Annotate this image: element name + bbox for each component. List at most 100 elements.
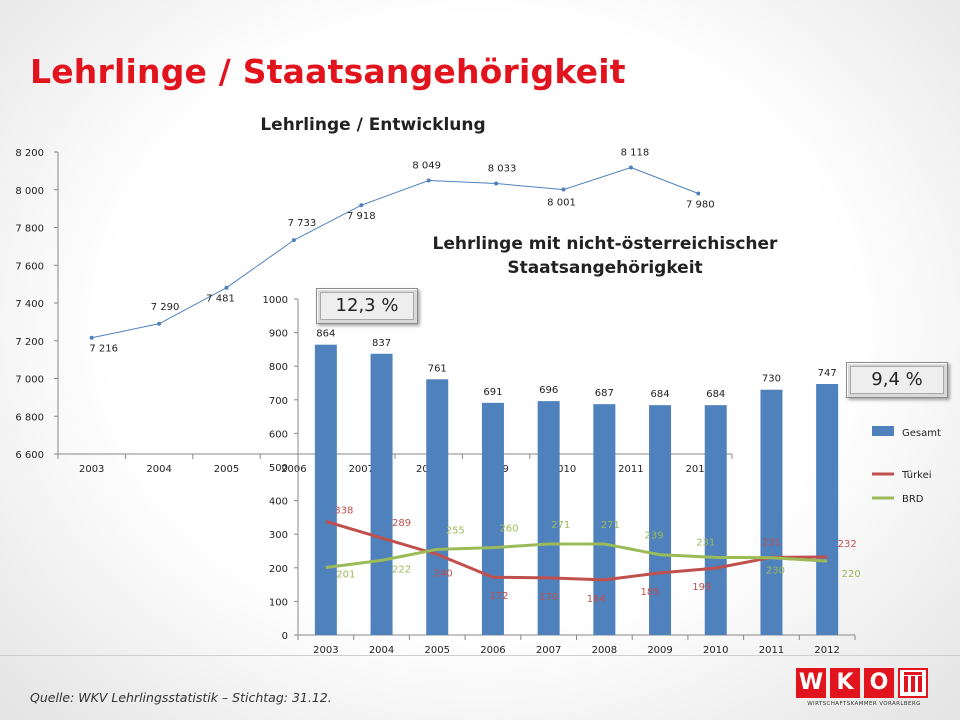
bar-chart-y-tick-label: 400 xyxy=(269,497,288,508)
source-note: Quelle: WKV Lehrlingsstatistik – Stichta… xyxy=(30,690,332,705)
line-chart-point xyxy=(224,285,229,290)
callout-right: 9,4 % xyxy=(846,362,948,398)
brd-data-label: 222 xyxy=(392,564,411,575)
line-chart-y-tick-label: 7 400 xyxy=(15,299,44,310)
callout-left-value: 12,3 % xyxy=(320,292,414,320)
bar-chart-x-tick-label: 2007 xyxy=(536,645,561,656)
line-chart-point xyxy=(561,187,566,192)
bar-data-label: 761 xyxy=(428,363,447,374)
bar-chart-x-tick-label: 2010 xyxy=(703,645,728,656)
brd-data-label: 231 xyxy=(696,537,715,548)
bar-chart-y-tick-label: 900 xyxy=(269,329,288,340)
logo-coat-of-arms-icon xyxy=(898,668,928,698)
tuerkei-data-label: 164 xyxy=(587,594,606,605)
bar-gesamt xyxy=(649,405,672,635)
page-title: Lehrlinge / Staatsangehörigkeit xyxy=(30,52,626,91)
legend-label-brd: BRD xyxy=(902,494,924,505)
bar-data-label: 691 xyxy=(483,387,502,398)
bar-chart-x-tick-label: 2012 xyxy=(814,645,839,656)
brd-data-label: 271 xyxy=(551,520,570,531)
tuerkei-data-label: 172 xyxy=(489,591,508,602)
bar-gesamt xyxy=(704,405,727,635)
logo-letter-w: W xyxy=(796,668,826,698)
brd-data-label: 201 xyxy=(336,569,355,580)
bar-data-label: 837 xyxy=(372,338,391,349)
bar-data-label: 684 xyxy=(651,389,670,400)
bar-chart-y-tick-label: 500 xyxy=(269,463,288,474)
tuerkei-data-label: 338 xyxy=(334,505,353,516)
bar-chart-y-tick-label: 1000 xyxy=(263,295,288,306)
tuerkei-data-label: 170 xyxy=(539,592,558,603)
line-chart-x-tick-label: 2005 xyxy=(214,464,239,475)
line-brd xyxy=(325,542,828,569)
line-chart-y-tick-label: 7 600 xyxy=(15,261,44,272)
tuerkei-data-label: 240 xyxy=(434,568,453,579)
line-chart-x-tick-label: 2003 xyxy=(79,464,104,475)
bar-chart-y-tick-label: 200 xyxy=(269,564,288,575)
line-chart-x-tick-label: 2012 xyxy=(686,464,711,475)
legend-swatch-gesamt xyxy=(872,426,894,436)
bar-chart-x-tick-label: 2004 xyxy=(369,645,394,656)
line-chart-point xyxy=(696,191,701,196)
line-chart-data-label: 8 049 xyxy=(412,161,441,172)
line-chart-data-label: 7 290 xyxy=(151,302,180,313)
bar-chart-y-tick-label: 800 xyxy=(269,362,288,373)
brd-data-label: 255 xyxy=(446,525,465,536)
tuerkei-data-label: 185 xyxy=(641,587,660,598)
line-chart-y-tick-label: 8 000 xyxy=(15,186,44,197)
logo-letter-k: K xyxy=(830,668,860,698)
bar-data-label: 696 xyxy=(539,385,558,396)
line-chart-title: Lehrlinge / Entwicklung xyxy=(260,115,485,135)
line-chart-y-tick-label: 7 200 xyxy=(15,337,44,348)
bar-chart-x-tick-label: 2005 xyxy=(425,645,450,656)
bar-gesamt xyxy=(426,379,449,635)
legend-label-tuerkei: Türkei xyxy=(901,470,932,481)
line-chart-y-tick-label: 6 800 xyxy=(15,412,44,423)
brd-data-label: 230 xyxy=(766,566,785,577)
callout-left: 12,3 % xyxy=(316,288,418,324)
line-chart-point xyxy=(157,321,162,326)
bar-chart-y-tick-label: 0 xyxy=(282,631,288,642)
bar-chart-x-tick-label: 2011 xyxy=(759,645,784,656)
bar-chart-x-tick-label: 2008 xyxy=(592,645,617,656)
bar-gesamt xyxy=(816,384,839,635)
line-chart-point xyxy=(359,203,364,208)
bar-gesamt xyxy=(314,344,337,635)
bar-chart-x-tick-label: 2006 xyxy=(480,645,505,656)
line-chart-point xyxy=(89,335,94,340)
line-chart-data-label: 8 033 xyxy=(488,164,517,175)
tuerkei-data-label: 231 xyxy=(762,537,781,548)
line-chart-point xyxy=(426,178,431,183)
brd-data-label: 260 xyxy=(499,524,518,535)
line-tuerkei xyxy=(325,519,828,582)
line-chart-x-tick-label: 2011 xyxy=(618,464,643,475)
brd-data-label: 239 xyxy=(645,531,664,542)
line-chart-data-label: 8 118 xyxy=(621,147,650,158)
callout-right-value: 9,4 % xyxy=(850,366,944,394)
tuerkei-data-label: 232 xyxy=(838,539,857,550)
line-chart-y-tick-label: 7 000 xyxy=(15,375,44,386)
bar-chart-y-tick-label: 600 xyxy=(269,429,288,440)
line-chart-data-label: 7 481 xyxy=(206,294,235,305)
line-chart-y-tick-label: 8 200 xyxy=(15,148,44,159)
bar-chart-y-tick-label: 700 xyxy=(269,396,288,407)
brd-data-label: 271 xyxy=(601,520,620,531)
bar-chart-title: Staatsangehörigkeit xyxy=(507,258,702,278)
line-chart-y-tick-label: 7 800 xyxy=(15,224,44,235)
line-chart-x-tick-label: 2004 xyxy=(146,464,171,475)
bar-data-label: 730 xyxy=(762,374,781,385)
line-chart-point xyxy=(494,181,499,186)
line-chart-data-label: 7 918 xyxy=(347,211,376,222)
line-chart-data-label: 7 216 xyxy=(89,344,118,355)
logo-subtitle: WIRTSCHAFTSKAMMER VORARLBERG xyxy=(807,701,921,707)
bar-data-label: 687 xyxy=(595,388,614,399)
line-chart-point xyxy=(628,165,633,170)
bar-gesamt xyxy=(370,353,393,635)
footer-divider xyxy=(0,655,960,656)
bar-chart-x-tick-label: 2009 xyxy=(647,645,672,656)
bar-chart-y-tick-label: 300 xyxy=(269,530,288,541)
bar-chart-y-tick-label: 100 xyxy=(269,597,288,608)
tuerkei-data-label: 199 xyxy=(692,582,711,593)
bar-data-label: 747 xyxy=(818,368,837,379)
